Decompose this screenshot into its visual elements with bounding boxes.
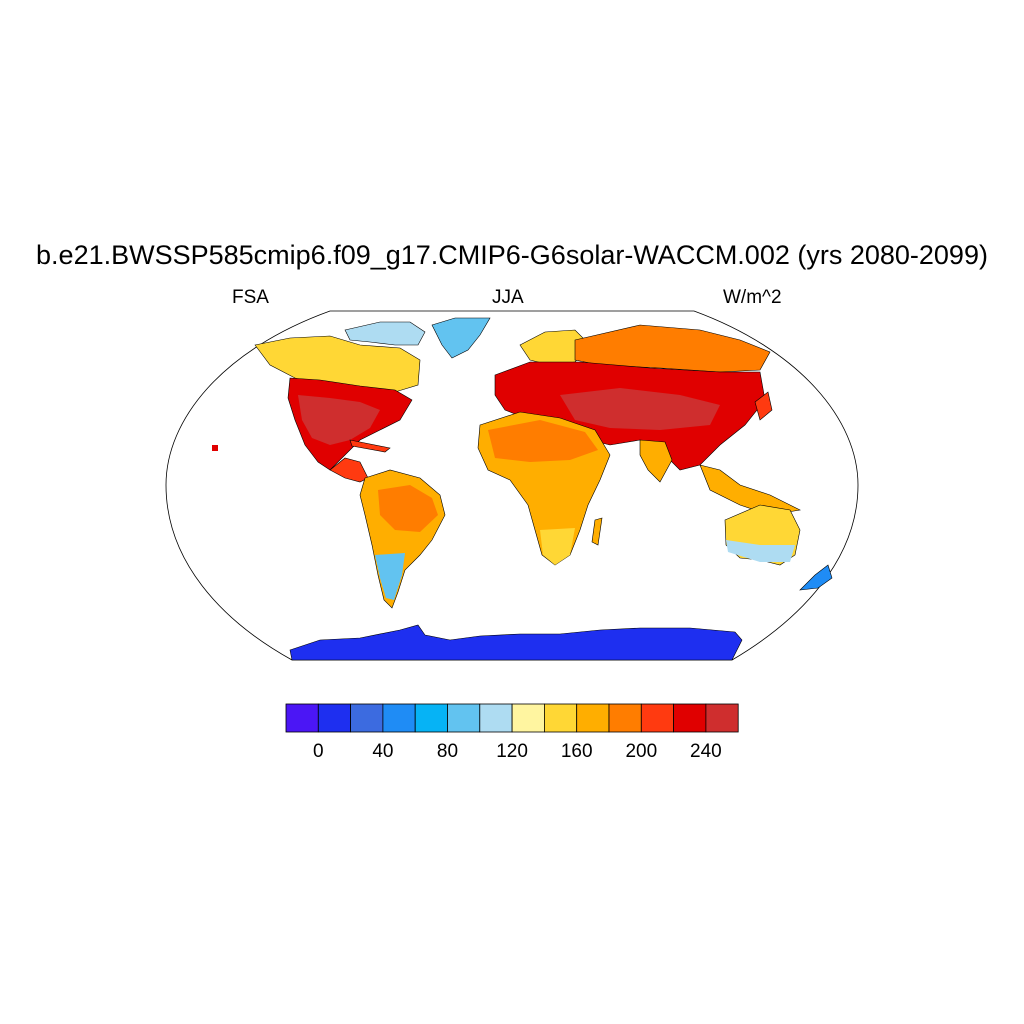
colorbar-box [479,703,513,733]
colorbar-box [447,703,481,733]
region-antarctica [289,624,743,661]
colorbar-tick-label: 200 [625,741,657,762]
colorbar-box [350,703,384,733]
colorbar-tick-label: 160 [561,741,593,762]
region-sahara [488,420,598,462]
season-label: JJA [492,287,524,308]
colorbar-tick-label: 40 [372,741,393,762]
colorbar-box [544,703,578,733]
variable-label: FSA [232,287,269,308]
region-greenland [431,317,491,359]
region-india [639,439,673,483]
colorbar-box [673,703,707,733]
region-southern-africa [540,528,575,565]
region-southeast-asia [699,464,801,516]
region-southern-south-america [375,553,405,600]
region-united-states [298,395,380,445]
colorbar-box [382,703,416,733]
region-central-asia [560,388,720,430]
colorbar-box [285,703,319,733]
region-hawaii [212,445,218,451]
colorbar-box [511,703,545,733]
region-amazon [378,485,438,532]
units-label: W/m^2 [723,287,782,308]
map-title: b.e21.BWSSP585cmip6.f09_g17.CMIP6-G6sola… [36,240,988,270]
colorbar-tick-label: 240 [690,741,722,762]
colorbar-box [414,703,448,733]
region-new-zealand [799,564,833,591]
colorbar-tick-label: 120 [496,741,528,762]
region-caribbean [349,439,391,453]
colorbar-box [640,703,674,733]
colorbar-box [705,703,739,733]
region-madagascar [591,517,603,546]
colorbar-tick-label: 80 [437,741,458,762]
region-arctic-canada [344,321,426,346]
colorbar-box [576,703,610,733]
colorbar-tick-label: 0 [313,741,324,762]
colorbar-box [608,703,642,733]
colorbar-box [317,703,351,733]
region-japan [754,391,773,421]
region-north-america-north [254,335,421,393]
region-southern-australia [726,540,795,562]
